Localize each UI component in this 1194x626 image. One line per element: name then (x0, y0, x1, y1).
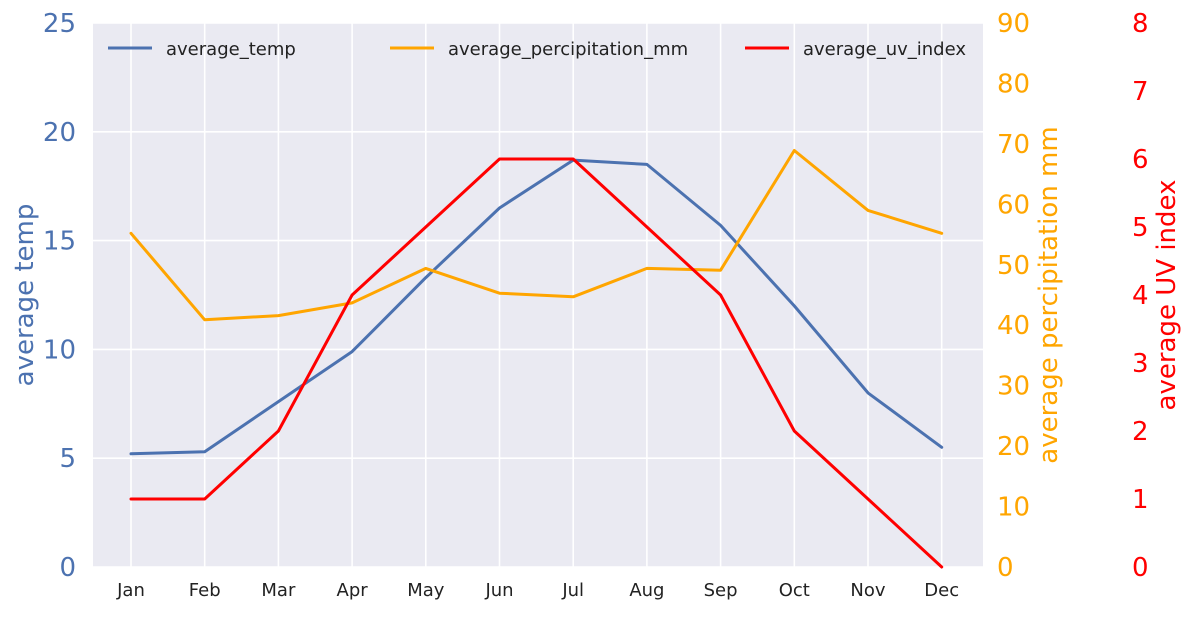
x-tick-label: Dec (924, 580, 959, 601)
right-uv-tick-label: 8 (1132, 9, 1149, 39)
legend: average_temp average_percipitation_mm aver… (108, 39, 966, 60)
left-tick-label: 15 (43, 227, 76, 257)
legend-label: average_temp (166, 39, 296, 60)
right-axis-precipitation: 0 10 20 30 40 50 60 70 80 90 average percipitation… (997, 9, 1064, 583)
right-uv-tick-label: 3 (1132, 349, 1149, 379)
series-line-average-uv-index (129, 157, 944, 569)
left-tick-label: 10 (43, 335, 76, 365)
right-uv-tick-label: 0 (1132, 553, 1149, 583)
left-tick-label: 5 (59, 444, 76, 474)
x-tick-label: Jun (484, 580, 513, 601)
left-axis: 0 5 10 15 20 25 average temp (10, 9, 76, 583)
x-tick-label: Apr (337, 580, 369, 601)
right-precip-tick-label: 0 (997, 553, 1014, 583)
right-uv-tick-label: 7 (1132, 77, 1149, 107)
legend-label: average_percipitation_mm (448, 39, 688, 60)
right-precip-tick-label: 60 (997, 190, 1030, 220)
x-tick-label: Aug (629, 580, 664, 601)
series-line-average-temp (129, 158, 944, 456)
left-tick-label: 0 (59, 553, 76, 583)
right-precip-tick-label: 70 (997, 130, 1030, 160)
legend-label: average_uv_index (803, 39, 966, 60)
right-precip-tick-label: 50 (997, 251, 1030, 281)
right-precip-tick-label: 80 (997, 69, 1030, 99)
right-precip-tick-label: 90 (997, 9, 1030, 39)
x-tick-label: Jul (561, 580, 584, 601)
left-axis-label: average temp (10, 204, 40, 387)
right-precip-axis-label: average percipitation mm (1034, 126, 1064, 463)
series-line-average-percipitation-mm (129, 149, 944, 322)
left-tick-label: 20 (43, 118, 76, 148)
x-tick-label: Nov (850, 580, 885, 601)
right-uv-axis-label: average UV index (1152, 180, 1182, 411)
right-precip-tick-label: 10 (997, 493, 1030, 523)
right-uv-tick-label: 2 (1132, 417, 1149, 447)
x-tick-label: May (407, 580, 445, 601)
right-axis-uv: 0 1 2 3 4 5 6 7 8 average UV index (1132, 9, 1182, 583)
right-uv-tick-label: 6 (1132, 145, 1149, 175)
x-tick-label: Sep (704, 580, 738, 601)
right-precip-tick-label: 40 (997, 311, 1030, 341)
right-uv-tick-label: 4 (1132, 281, 1149, 311)
x-tick-label: Feb (189, 580, 221, 601)
right-uv-tick-label: 1 (1132, 485, 1149, 515)
series-lines (129, 149, 944, 569)
x-tick-label: Oct (779, 580, 810, 601)
x-tick-label: Mar (261, 580, 296, 601)
right-uv-tick-label: 5 (1132, 213, 1149, 243)
right-precip-tick-label: 20 (997, 432, 1030, 462)
x-tick-label: Jan (116, 580, 145, 601)
left-tick-label: 25 (43, 9, 76, 39)
x-axis: Jan Feb Mar Apr May Jun Jul Aug Sep Oct Nov Dec (116, 580, 959, 601)
right-precip-tick-label: 30 (997, 372, 1030, 402)
